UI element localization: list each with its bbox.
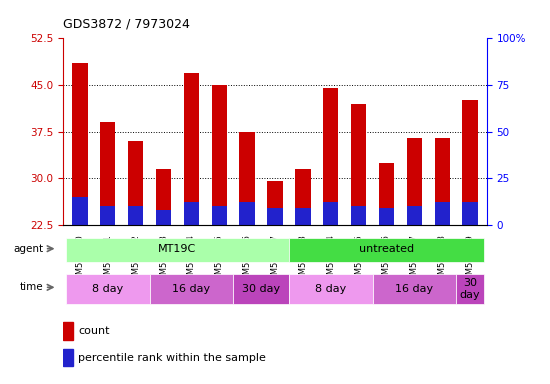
Bar [100,206,116,225]
Bar [351,206,366,225]
Bar [289,238,484,262]
Bar [463,101,478,225]
Bar [267,181,283,225]
Bar [267,208,283,225]
Text: 16 day: 16 day [172,284,211,294]
Text: 30
day: 30 day [460,278,480,300]
Bar [295,169,311,225]
Text: 16 day: 16 day [395,284,433,294]
Bar [239,202,255,225]
Bar [233,274,289,304]
Text: time: time [20,282,43,292]
Bar [456,274,484,304]
Bar [323,88,338,225]
Bar [372,274,456,304]
Bar [463,202,478,225]
Bar [212,206,227,225]
Text: count: count [79,326,110,336]
Bar [66,238,289,262]
Bar [239,132,255,225]
Bar [72,197,87,225]
Bar [379,162,394,225]
Bar [156,169,171,225]
Text: MT19C: MT19C [158,245,196,255]
Bar [184,202,199,225]
Bar [184,73,199,225]
Text: percentile rank within the sample: percentile rank within the sample [79,353,266,362]
Bar [66,274,150,304]
Text: agent: agent [13,244,43,254]
Text: 30 day: 30 day [242,284,280,294]
Bar [351,104,366,225]
Text: untreated: untreated [359,245,414,255]
Text: 8 day: 8 day [92,284,123,294]
Bar [128,206,144,225]
Bar [323,202,338,225]
Bar [156,210,171,225]
Bar [379,208,394,225]
Bar [295,208,311,225]
Bar [406,206,422,225]
Bar [128,141,144,225]
Bar [72,63,87,225]
Text: GDS3872 / 7973024: GDS3872 / 7973024 [63,18,190,31]
Bar [100,122,116,225]
Bar [63,349,73,366]
Bar [289,274,372,304]
Bar [406,138,422,225]
Text: 8 day: 8 day [315,284,346,294]
Bar [150,274,233,304]
Bar [434,202,450,225]
Bar [63,322,73,340]
Bar [212,85,227,225]
Bar [434,138,450,225]
